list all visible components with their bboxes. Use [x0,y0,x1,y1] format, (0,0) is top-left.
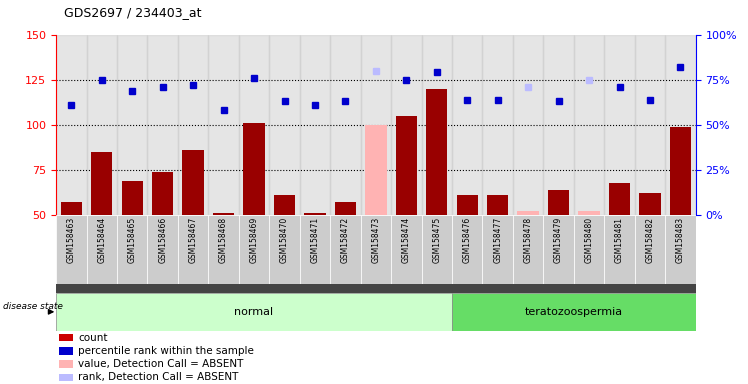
Bar [669,127,691,215]
Bar [178,215,209,284]
Bar [391,215,422,284]
Bar [452,293,696,331]
Bar [56,215,87,284]
Bar [487,195,509,215]
Text: GSM158482: GSM158482 [646,217,654,263]
Text: normal: normal [234,307,274,317]
Bar [209,215,239,284]
Bar [426,89,447,215]
Bar [304,213,325,215]
Bar [61,202,82,215]
Text: GSM158467: GSM158467 [188,217,197,263]
Bar [574,215,604,284]
Bar [635,215,665,284]
Text: GDS2697 / 234403_at: GDS2697 / 234403_at [64,6,201,19]
Text: GSM158479: GSM158479 [554,217,563,263]
Bar [59,374,73,381]
Bar [665,35,696,215]
Bar [87,35,117,215]
Text: teratozoospermia: teratozoospermia [525,307,623,317]
Text: GSM158474: GSM158474 [402,217,411,263]
Bar [239,215,269,284]
Bar [91,152,112,215]
Text: GSM158466: GSM158466 [158,217,168,263]
Bar [574,35,604,215]
Bar [330,215,361,284]
Text: GSM158465: GSM158465 [128,217,137,263]
Bar [87,215,117,284]
Text: GSM158481: GSM158481 [615,217,624,263]
Bar [300,215,330,284]
Text: GSM158469: GSM158469 [250,217,259,263]
Bar [578,212,600,215]
Text: disease state: disease state [3,301,63,311]
Text: count: count [79,333,108,343]
Bar [513,215,543,284]
Bar [59,334,73,341]
Bar [239,35,269,215]
Text: value, Detection Call = ABSENT: value, Detection Call = ABSENT [79,359,244,369]
Bar [335,202,356,215]
Text: GSM158463: GSM158463 [67,217,76,263]
Text: GSM158477: GSM158477 [493,217,502,263]
Bar [152,172,174,215]
Bar [147,35,178,215]
Bar [117,215,147,284]
Bar [213,213,234,215]
Bar [178,35,209,215]
Bar [274,195,295,215]
Text: GSM158468: GSM158468 [219,217,228,263]
Bar [361,215,391,284]
Bar [513,35,543,215]
Bar [300,35,330,215]
Text: GSM158476: GSM158476 [463,217,472,263]
Text: GSM158478: GSM158478 [524,217,533,263]
Text: GSM158483: GSM158483 [676,217,685,263]
Bar [361,35,391,215]
Text: GSM158471: GSM158471 [310,217,319,263]
Bar [56,35,87,215]
Text: percentile rank within the sample: percentile rank within the sample [79,346,254,356]
Bar [604,35,635,215]
Bar [422,215,452,284]
Bar [543,35,574,215]
Bar [59,361,73,368]
Bar [56,293,452,331]
Bar [269,35,300,215]
Bar [452,35,482,215]
Bar [269,215,300,284]
Bar [640,194,660,215]
Bar [330,35,361,215]
Bar [543,215,574,284]
Bar [482,215,513,284]
Text: GSM158470: GSM158470 [280,217,289,263]
Text: GSM158475: GSM158475 [432,217,441,263]
Text: GSM158473: GSM158473 [371,217,381,263]
Bar [391,35,422,215]
Bar [456,195,478,215]
Bar [604,215,635,284]
Bar [609,182,630,215]
Bar [665,215,696,284]
Bar [548,190,569,215]
Bar [422,35,452,215]
Bar [147,215,178,284]
Bar [122,181,143,215]
Text: rank, Detection Call = ABSENT: rank, Detection Call = ABSENT [79,372,239,382]
Bar [635,35,665,215]
Bar [452,215,482,284]
Bar [518,212,539,215]
Bar [243,123,265,215]
Bar [183,150,203,215]
Bar [482,35,513,215]
Bar [59,347,73,354]
Text: GSM158480: GSM158480 [584,217,594,263]
Bar [365,125,387,215]
Text: GSM158464: GSM158464 [97,217,106,263]
Text: GSM158472: GSM158472 [341,217,350,263]
Bar [209,35,239,215]
Bar [396,116,417,215]
Bar [117,35,147,215]
